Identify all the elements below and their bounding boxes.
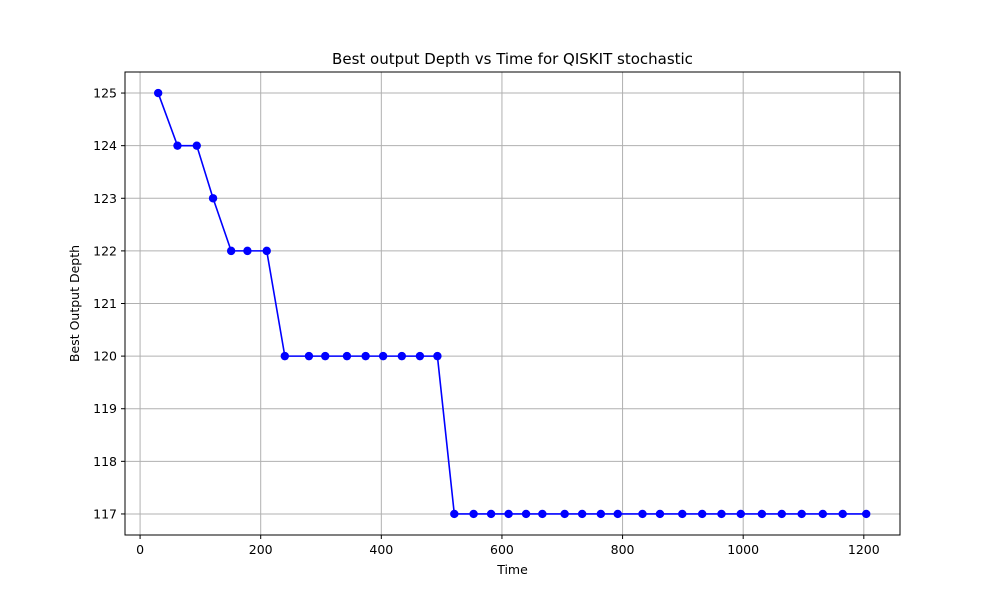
data-point xyxy=(797,509,806,519)
data-point xyxy=(153,88,163,98)
data-point xyxy=(560,509,569,519)
data-point xyxy=(450,509,459,519)
x-tick-label: 400 xyxy=(369,542,393,557)
data-point xyxy=(504,509,513,519)
data-point xyxy=(321,351,330,361)
y-tick-label: 120 xyxy=(93,349,117,364)
chart-title: Best output Depth vs Time for QISKIT sto… xyxy=(332,50,693,68)
plot-frame xyxy=(124,71,901,536)
data-point xyxy=(397,351,407,361)
data-point xyxy=(486,509,496,519)
x-tick-label: 600 xyxy=(490,542,514,557)
data-point xyxy=(697,509,707,519)
data-point xyxy=(862,509,871,519)
y-tick-label: 119 xyxy=(93,401,117,416)
y-tick-label: 124 xyxy=(93,138,117,153)
data-point xyxy=(173,141,182,150)
x-tick-label: 200 xyxy=(249,542,273,557)
data-point xyxy=(777,509,786,519)
data-point xyxy=(596,509,606,519)
grid xyxy=(125,72,900,535)
data-point xyxy=(192,141,201,150)
data-point xyxy=(342,351,352,361)
data-point xyxy=(736,509,745,519)
y-tick-label: 125 xyxy=(93,86,117,101)
x-tick-label: 0 xyxy=(136,542,144,557)
data-point xyxy=(818,509,828,519)
data-point xyxy=(678,509,687,519)
x-tick-label: 800 xyxy=(611,542,635,557)
y-tick-label: 122 xyxy=(93,243,117,258)
data-point xyxy=(655,509,665,519)
data-point xyxy=(262,246,271,256)
data-point xyxy=(538,509,547,519)
data-point xyxy=(757,509,767,519)
data-point xyxy=(243,246,252,256)
y-tick-label: 118 xyxy=(93,454,117,469)
y-tick-label: 117 xyxy=(93,506,117,521)
data-point xyxy=(226,246,236,256)
data-point xyxy=(378,351,388,361)
data-point xyxy=(433,351,442,361)
data-point xyxy=(208,194,218,203)
data-point xyxy=(717,509,726,519)
data-point xyxy=(638,509,647,519)
data-point xyxy=(469,509,478,519)
data-point xyxy=(521,509,531,519)
data-point xyxy=(577,509,587,519)
data-series xyxy=(153,88,871,519)
y-tick-label: 123 xyxy=(93,191,117,206)
data-point xyxy=(304,351,314,361)
x-tick-label: 1000 xyxy=(727,542,759,557)
data-point xyxy=(613,509,622,519)
data-point xyxy=(838,509,847,519)
axis-ticks: 0 200 400 600 800 1000 1200 117 118 119 120 121 122 1… xyxy=(93,86,880,557)
data-point xyxy=(361,351,370,361)
x-axis-label: Time xyxy=(496,562,528,577)
data-point xyxy=(280,351,290,361)
y-tick-label: 121 xyxy=(93,296,117,311)
data-point xyxy=(415,351,425,361)
x-tick-label: 1200 xyxy=(848,542,880,557)
y-axis-label: Best Output Depth xyxy=(67,245,82,362)
